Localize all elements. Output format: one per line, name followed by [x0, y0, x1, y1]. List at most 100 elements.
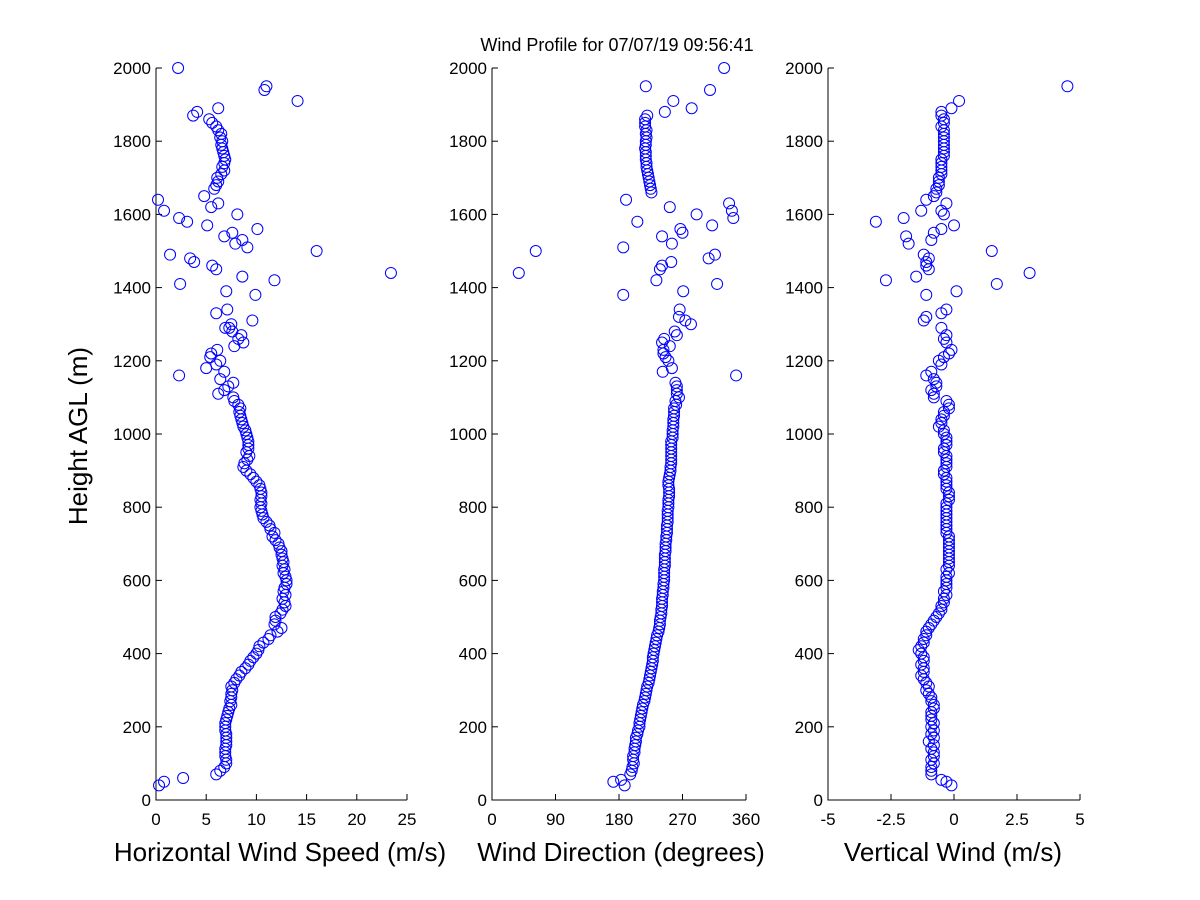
data-point	[665, 237, 678, 250]
data-point	[236, 417, 249, 430]
data-point	[212, 102, 225, 115]
data-point	[512, 266, 525, 279]
data-point	[935, 321, 948, 334]
data-point	[210, 307, 223, 320]
data-point	[937, 464, 950, 477]
data-point	[927, 724, 940, 737]
y-tick-label: 1800	[113, 132, 151, 151]
y-tick-label: 1400	[785, 279, 823, 298]
data-point	[940, 329, 953, 342]
data-point	[247, 471, 260, 484]
data-point	[927, 702, 940, 715]
data-point	[211, 171, 224, 184]
data-point	[670, 384, 683, 397]
data-point	[902, 237, 915, 250]
data-point	[935, 413, 948, 426]
y-tick-label: 400	[459, 645, 487, 664]
data-point	[225, 680, 238, 693]
y-axis-label: Height AGL (m)	[63, 347, 93, 525]
y-tick-label: 1200	[785, 352, 823, 371]
data-point	[667, 94, 680, 107]
y-tick-label: 1200	[449, 352, 487, 371]
data-point	[212, 197, 225, 210]
data-point	[158, 775, 171, 788]
data-point	[173, 212, 186, 225]
data-point	[640, 684, 653, 697]
data-point	[927, 698, 940, 711]
data-point	[227, 376, 240, 389]
x-tick-label: -2.5	[876, 810, 905, 829]
x-tick-label: -5	[820, 810, 835, 829]
y-tick-label: 1200	[113, 352, 151, 371]
x-tick-label: 5	[1075, 810, 1084, 829]
data-point	[723, 197, 736, 210]
data-point	[257, 512, 270, 525]
data-point	[940, 303, 953, 316]
data-point	[925, 618, 938, 631]
data-point	[927, 226, 940, 239]
y-tick-label: 1600	[449, 205, 487, 224]
data-point	[915, 669, 928, 682]
data-point	[990, 277, 1003, 290]
data-point	[935, 157, 948, 170]
data-point	[927, 746, 940, 759]
data-point	[940, 431, 953, 444]
data-point	[950, 285, 963, 298]
data-point	[210, 768, 223, 781]
data-point	[665, 362, 678, 375]
y-tick-label: 1600	[113, 205, 151, 224]
x-tick-label: 5	[201, 810, 210, 829]
data-point	[930, 380, 943, 393]
y-tick-label: 1600	[785, 205, 823, 224]
x-tick-label: 270	[668, 810, 696, 829]
data-point	[226, 226, 239, 239]
y-tick-label: 800	[795, 498, 823, 517]
x-tick-label: 0	[151, 810, 160, 829]
x-tick-label: 2.5	[1005, 810, 1029, 829]
data-point	[937, 585, 950, 598]
data-point	[636, 702, 649, 715]
data-point	[650, 274, 663, 287]
data-point	[935, 120, 948, 133]
data-point	[932, 175, 945, 188]
data-point	[935, 109, 948, 122]
data-point	[225, 318, 238, 331]
x-axis-label-speed: Horizontal Wind Speed (m/s)	[114, 837, 446, 867]
data-point	[922, 680, 935, 693]
y-tick-label: 0	[142, 791, 151, 810]
data-point	[280, 578, 293, 591]
data-point	[942, 347, 955, 360]
data-point	[940, 475, 953, 488]
data-point	[276, 603, 289, 616]
y-tick-label: 200	[459, 718, 487, 737]
x-tick-label: 90	[546, 810, 565, 829]
data-point	[937, 468, 950, 481]
data-point	[260, 80, 273, 93]
data-point	[945, 102, 958, 115]
data-point	[940, 578, 953, 591]
data-point	[935, 417, 948, 430]
y-tick-label: 200	[795, 718, 823, 737]
data-point	[935, 223, 948, 236]
data-point	[942, 398, 955, 411]
data-point	[706, 219, 719, 232]
data-point	[937, 116, 950, 129]
data-point	[187, 109, 200, 122]
data-point	[152, 193, 165, 206]
data-point	[900, 230, 913, 243]
data-point	[925, 234, 938, 247]
data-point	[708, 248, 721, 261]
data-point	[275, 548, 288, 561]
data-point	[910, 270, 923, 283]
data-point	[229, 237, 242, 250]
y-tick-label: 1000	[449, 425, 487, 444]
data-point	[198, 190, 211, 203]
data-point	[221, 709, 234, 722]
data-point	[897, 212, 910, 225]
data-point	[236, 270, 249, 283]
data-point	[210, 358, 223, 371]
data-point	[238, 457, 251, 470]
data-point	[915, 658, 928, 671]
data-point	[200, 362, 213, 375]
data-point	[227, 391, 240, 404]
